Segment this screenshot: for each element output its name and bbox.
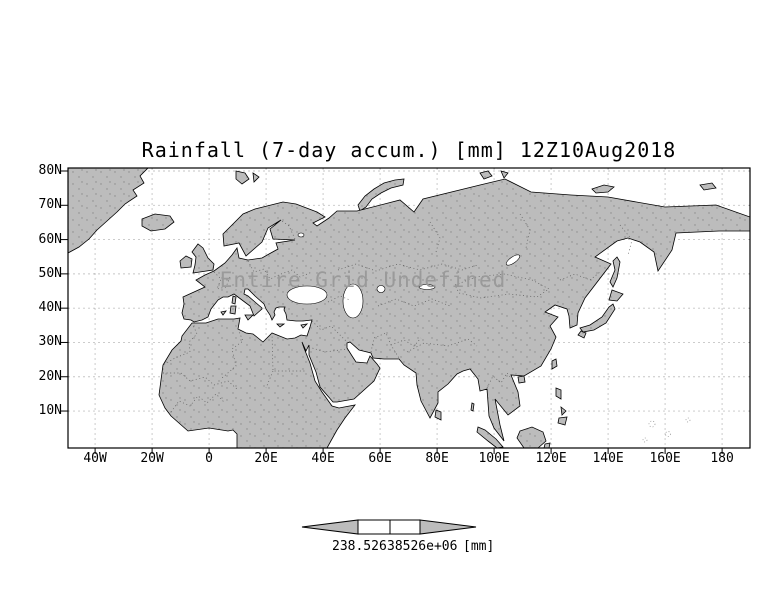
y-axis-label: 80N: [38, 163, 62, 178]
black-sea: [286, 285, 328, 305]
y-axis-label: 30N: [38, 334, 62, 350]
colorbar-left-arrow: [301, 519, 359, 535]
country-borders: [162, 213, 633, 413]
x-axis-label: 60E: [368, 451, 392, 466]
landmass-svalbard: [235, 170, 260, 185]
landmass-ireland: [179, 255, 193, 269]
map-frame: [67, 167, 751, 449]
landmass-greenland: [68, 168, 149, 254]
colorbar-cell-2: [389, 519, 421, 535]
x-axis-label: 160E: [649, 451, 681, 466]
y-axis-label: 40N: [38, 300, 62, 316]
caspian-sea: [342, 283, 364, 319]
landmass-sri-lanka: [434, 402, 475, 421]
landmass-sakhalin: [609, 256, 621, 288]
y-axis-label: 60N: [38, 231, 62, 247]
colorbar-cell-1: [357, 519, 391, 535]
y-axis-label: 20N: [38, 368, 62, 384]
axis-ticks: [61, 170, 723, 454]
lake-ladoga: [297, 232, 305, 238]
y-axis-label: 70N: [38, 197, 62, 213]
x-axis-label: 120E: [535, 451, 567, 466]
x-axis-label: 20W: [140, 451, 164, 466]
x-axis-label: 100E: [478, 451, 510, 466]
y-axis-label: 10N: [38, 403, 62, 419]
y-axis-label: 50N: [38, 265, 62, 281]
plot-title: Rainfall (7-day accum.) [mm] 12Z10Aug201…: [141, 138, 677, 162]
lake-baikal: [505, 254, 521, 266]
landmass-taiwan-hainan: [517, 358, 558, 384]
colorbar-unit-label: [mm]: [463, 539, 495, 554]
x-axis-label: 20E: [254, 451, 278, 466]
lake-balkhash: [418, 284, 436, 290]
landmass-iceland: [141, 213, 175, 232]
x-axis-label: 40W: [83, 451, 107, 466]
colorbar-right-arrow: [419, 519, 477, 535]
landmass-afro-eurasia: [158, 178, 750, 448]
landmass-novaya-zemlya: [357, 178, 405, 212]
aral-sea: [376, 285, 386, 293]
grid-undefined-message: Entire Grid Undefined: [219, 268, 507, 292]
x-axis-label: 0: [205, 451, 213, 466]
colorbar: [301, 519, 477, 535]
x-axis-label: 80E: [425, 451, 449, 466]
pacific-islets: [642, 417, 691, 443]
landmass-britain: [191, 243, 215, 274]
land-layer: [68, 168, 750, 448]
landmass-mediterranean-islands: [220, 295, 309, 329]
x-axis-label: 180: [710, 451, 734, 466]
colorbar-label-left: 238.526: [332, 539, 387, 554]
colorbar-label-right: 38526e+06: [387, 539, 458, 554]
landmass-arctic-islands: [479, 170, 717, 194]
x-axis-label: 140E: [592, 451, 624, 466]
landmass-southeast-asia-islands: [476, 387, 568, 448]
x-axis-label: 40E: [311, 451, 335, 466]
landmass-japan: [577, 289, 624, 339]
